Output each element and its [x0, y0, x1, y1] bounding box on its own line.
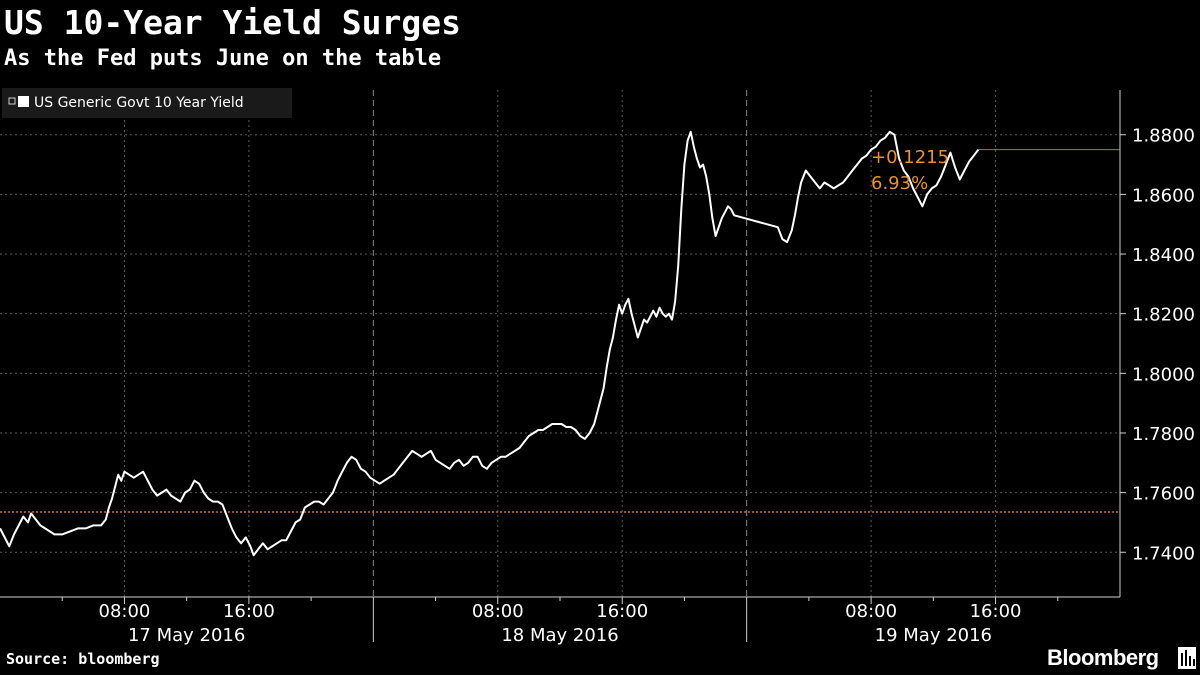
axes: [0, 90, 1121, 598]
y-tick-label: 1.7400: [1132, 543, 1195, 564]
y-tick-label: 1.8200: [1132, 305, 1195, 326]
x-tick-label: 16:00: [223, 601, 275, 622]
x-tick-label: 08:00: [472, 601, 524, 622]
legend: US Generic Govt 10 Year Yield: [2, 88, 292, 118]
y-tick-label: 1.8800: [1132, 126, 1195, 147]
change-percent: 6.93%: [871, 173, 928, 194]
y-tick-label: 1.8400: [1132, 245, 1195, 266]
y-tick-label: 1.7600: [1132, 484, 1195, 505]
y-axis-ticks: 1.7400 1.7600 1.7800 1.8000 1.8200 1.8400 1.86…: [1120, 126, 1195, 564]
day-label: 18 May 2016: [501, 625, 618, 645]
legend-label: US Generic Govt 10 Year Yield: [34, 95, 244, 111]
y-tick-label: 1.8600: [1132, 185, 1195, 206]
source-note: Source: bloomberg: [6, 650, 160, 668]
day-label: 19 May 2016: [875, 625, 992, 645]
x-tick-label: 16:00: [970, 601, 1022, 622]
bloomberg-logo: Bloomberg: [1047, 645, 1159, 670]
series-line-us-10y-yield: [0, 130, 980, 557]
legend-expand-icon[interactable]: [8, 97, 16, 105]
change-absolute: +0.1215: [871, 147, 949, 168]
y-tick-label: 1.8000: [1132, 364, 1195, 385]
grid-lines: [0, 90, 1120, 597]
chart-title: US 10-Year Yield Surges: [4, 3, 461, 42]
x-axis-ticks: 08:00 16:00 08:00 16:00 08:00 16:00 17 May 201…: [61, 597, 1059, 645]
chart-subtitle: As the Fed puts June on the table: [4, 46, 442, 71]
reference-lines: [0, 149, 1120, 513]
bloomberg-mark-icon: [1178, 647, 1196, 669]
legend-swatch: [18, 96, 29, 107]
x-tick-label: 08:00: [845, 601, 897, 622]
change-annotation: +0.1215 6.93%: [871, 147, 949, 194]
x-tick-label: 08:00: [99, 601, 151, 622]
x-tick-label: 16:00: [596, 601, 648, 622]
y-tick-label: 1.7800: [1132, 424, 1195, 445]
series-layer: [0, 130, 980, 557]
day-label: 17 May 2016: [128, 625, 245, 645]
yield-line-chart: 1.7400 1.7600 1.7800 1.8000 1.8200 1.8400 1.86…: [0, 88, 1195, 645]
legend-box: [2, 88, 292, 118]
